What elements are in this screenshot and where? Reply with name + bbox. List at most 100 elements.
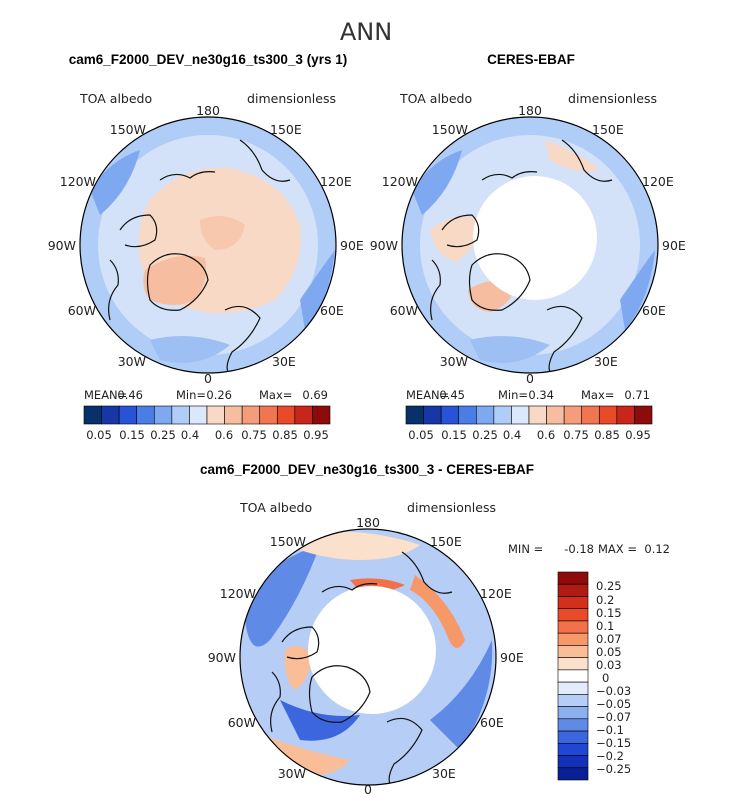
colorbar-swatch	[259, 405, 278, 425]
colorbar-tick-label: 0.05	[408, 428, 434, 442]
colorbar-tick-label: 0.95	[625, 428, 651, 442]
lon-label: 150W	[110, 122, 146, 137]
colorbar-swatch	[224, 405, 243, 425]
colorbar-tick-label: 0.4	[503, 428, 521, 442]
lon-label: 120E	[480, 586, 512, 601]
panel-model-variable: TOA albedo	[79, 91, 152, 106]
colorbar-swatch	[153, 405, 173, 425]
lon-label: 30W	[118, 354, 146, 369]
colorbar-tick-label: −0.1	[596, 723, 624, 737]
lon-label: 30W	[278, 766, 306, 781]
colorbar-swatch	[423, 405, 442, 425]
colorbar-tick-label: 0.6	[537, 428, 555, 442]
stat-min-value: -0.18	[564, 542, 594, 556]
colorbar-swatch	[581, 405, 600, 425]
colorbar-swatch	[557, 583, 589, 597]
panel-difference-lon-labels: 180 150E 120E 90E 60E 30E 0 30W 60W 90W …	[208, 515, 524, 797]
panel-difference-units: dimensionless	[407, 500, 496, 515]
stat-max-label: MAX =	[598, 542, 637, 556]
field-negative-bias	[430, 640, 493, 750]
colorbar-swatch	[557, 632, 589, 646]
field-negative-bias	[245, 545, 320, 647]
field-greenland-high-albedo	[143, 255, 207, 305]
field-outer-blue-patch	[470, 336, 550, 363]
colorbar-tick-label: −0.2	[596, 749, 624, 763]
lon-label: 30E	[432, 766, 456, 781]
field-positive-band	[410, 575, 465, 648]
map-border	[401, 116, 659, 374]
field-outer-blue-patch	[620, 250, 655, 330]
colorbar-tick-label: 0.05	[86, 428, 112, 442]
panel-difference-variable: TOA albedo	[239, 500, 312, 515]
colorbar-swatch	[405, 405, 424, 425]
colorbar-swatch	[557, 755, 589, 769]
field-outer-blue-patch	[412, 150, 462, 215]
field-land-high-albedo	[430, 216, 480, 262]
colorbar-swatch	[557, 681, 589, 695]
stat-mean-label: MEAN=	[406, 388, 449, 402]
colorbar-swatch	[101, 405, 120, 425]
colorbar-difference	[557, 571, 589, 781]
lon-label: 120W	[220, 586, 256, 601]
colorbar-model	[83, 405, 331, 425]
colorbar-tick-label: 0.05	[596, 645, 622, 659]
colorbar-swatch	[206, 405, 225, 425]
lon-label: 30E	[594, 354, 618, 369]
colorbar-swatch	[294, 405, 313, 425]
stat-max-value: 0.12	[644, 542, 670, 556]
colorbar-swatch	[475, 405, 495, 425]
coastlines	[430, 139, 613, 373]
field-outer-blue-patch	[150, 336, 230, 363]
colorbar-tick-label: 0.4	[181, 428, 199, 442]
colorbar-swatch	[440, 405, 460, 425]
colorbar-observation	[405, 405, 653, 425]
colorbar-tick-label: 0.15	[596, 606, 622, 620]
panel-observation-stats: MEAN= 0.45 Min= 0.34 Max= 0.71	[406, 388, 650, 402]
colorbar-tick-label: −0.15	[596, 736, 631, 750]
lon-label: 180	[196, 103, 220, 118]
lon-label: 90W	[370, 238, 398, 253]
lon-label: 60E	[642, 303, 666, 318]
lon-label: 120W	[60, 174, 96, 189]
colorbar-swatch	[563, 405, 583, 425]
lon-label: 30W	[440, 354, 468, 369]
lon-label: 180	[356, 515, 380, 530]
stat-mean-value: 0.46	[117, 388, 143, 402]
field-arctic-patch	[200, 216, 245, 250]
coastlines	[108, 139, 291, 373]
colorbar-swatch	[557, 596, 589, 610]
colorbar-tick-label: −0.05	[596, 697, 631, 711]
stat-max-label: Max=	[581, 388, 614, 402]
lon-label: 90E	[340, 238, 364, 253]
colorbar-observation-ticks: 0.05 0.15 0.25 0.4 0.6 0.75 0.85 0.95	[408, 428, 651, 442]
colorbar-tick-label: 0.85	[594, 428, 620, 442]
field-positive-band	[300, 531, 420, 560]
colorbar-swatch	[83, 405, 102, 425]
colorbar-swatch	[557, 742, 589, 756]
colorbar-tick-label: 0.75	[563, 428, 589, 442]
stat-min-label: Min=	[176, 388, 206, 402]
lon-label: 120E	[320, 174, 352, 189]
lon-label: 60W	[68, 303, 96, 318]
colorbar-swatch	[557, 706, 589, 720]
colorbar-tick-label: 0.03	[596, 658, 622, 672]
colorbar-swatch	[118, 405, 138, 425]
colorbar-swatch	[546, 405, 565, 425]
colorbar-tick-label: 0.75	[241, 428, 267, 442]
colorbar-tick-label: 0.25	[150, 428, 176, 442]
lon-label: 90W	[48, 238, 76, 253]
colorbar-swatch	[276, 405, 296, 425]
lon-label: 150E	[592, 122, 624, 137]
lon-label: 120W	[382, 174, 418, 189]
colorbar-model-ticks: 0.05 0.15 0.25 0.4 0.6 0.75 0.85 0.95	[86, 428, 329, 442]
field-orange-patch	[545, 140, 600, 172]
lon-label: 150W	[432, 122, 468, 137]
colorbar-swatch	[634, 405, 653, 425]
panel-model-units: dimensionless	[247, 91, 336, 106]
field-polar-missing	[473, 176, 597, 300]
colorbar-swatch	[557, 694, 589, 707]
stat-max-value: 0.69	[302, 388, 328, 402]
lon-label: 30E	[272, 354, 296, 369]
field-negative-bias	[280, 700, 360, 741]
colorbar-tick-label: 0.07	[596, 632, 622, 646]
